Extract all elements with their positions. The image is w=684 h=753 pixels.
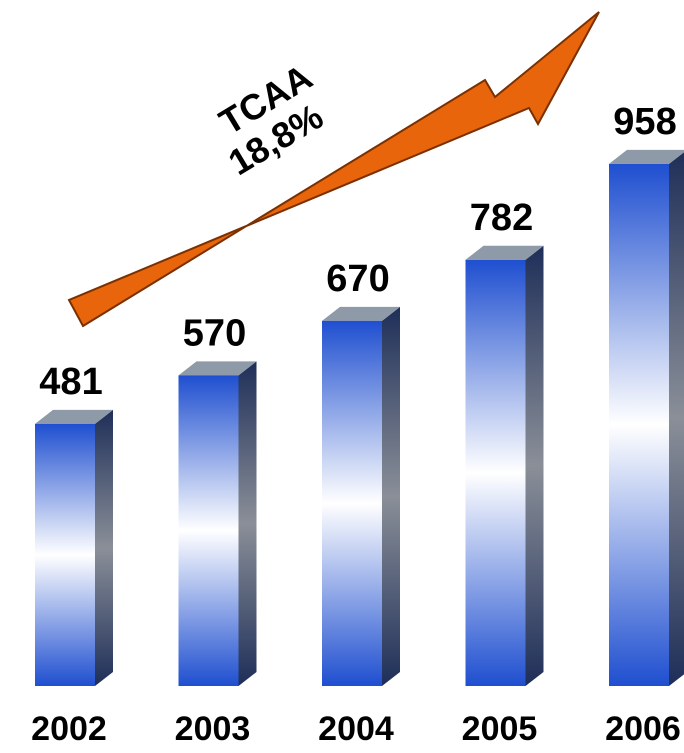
- bar-front: [609, 163, 669, 686]
- value-labels: 481 570 670 782 958: [39, 101, 676, 403]
- bar-front: [322, 320, 382, 686]
- bar-side: [238, 361, 257, 686]
- bar-side: [525, 245, 544, 686]
- category-label: 2003: [175, 710, 251, 748]
- bar: [465, 245, 544, 686]
- bar-top: [178, 361, 257, 376]
- bar-front: [178, 375, 239, 686]
- bar: [178, 361, 257, 686]
- value-label: 782: [470, 197, 533, 239]
- bar: [609, 149, 684, 686]
- bar-front: [35, 423, 95, 686]
- value-label: 958: [613, 101, 676, 143]
- bar-side: [669, 152, 684, 686]
- bar-top: [322, 306, 400, 321]
- category-label: 2006: [605, 710, 681, 748]
- bars: [35, 149, 684, 686]
- bar-top: [35, 409, 113, 424]
- bar-front: [465, 259, 526, 686]
- category-labels: 2002 2003 2004 2005 2006: [31, 710, 681, 748]
- bar-side: [95, 409, 113, 686]
- bar: [322, 306, 400, 686]
- category-label: 2004: [318, 710, 394, 748]
- value-label: 570: [183, 312, 246, 354]
- bar-side: [382, 306, 400, 686]
- bar-top: [465, 245, 544, 260]
- value-label: 670: [326, 258, 389, 300]
- bar: [35, 409, 113, 686]
- bar-top: [609, 149, 684, 164]
- growth-arrow-shape: [67, 11, 600, 328]
- category-label: 2005: [462, 710, 538, 748]
- category-label: 2002: [31, 710, 107, 748]
- value-label: 481: [39, 361, 102, 403]
